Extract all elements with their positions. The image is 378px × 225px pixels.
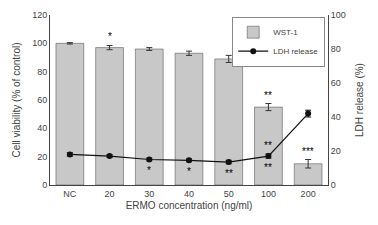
svg-text:100: 100 <box>261 189 276 199</box>
svg-text:**: ** <box>264 140 272 151</box>
svg-text:Cell viability (% of control): Cell viability (% of control) <box>11 42 22 157</box>
svg-text:**: ** <box>264 90 272 101</box>
svg-text:***: *** <box>302 146 314 157</box>
svg-text:30: 30 <box>144 189 154 199</box>
svg-text:0: 0 <box>42 180 47 190</box>
svg-text:20: 20 <box>37 152 47 162</box>
svg-text:*: * <box>187 166 191 177</box>
svg-text:0: 0 <box>331 180 336 190</box>
svg-text:80: 80 <box>37 67 47 77</box>
svg-text:WST-1: WST-1 <box>273 28 298 37</box>
svg-text:ERMO concentration (ng/ml): ERMO concentration (ng/ml) <box>126 200 253 211</box>
svg-text:120: 120 <box>32 10 47 20</box>
svg-text:40: 40 <box>331 112 341 122</box>
svg-text:NC: NC <box>63 189 76 199</box>
svg-text:LDH release: LDH release <box>273 47 318 56</box>
svg-text:*: * <box>108 31 112 42</box>
svg-text:40: 40 <box>184 189 194 199</box>
svg-text:**: ** <box>264 162 272 173</box>
svg-text:**: ** <box>225 168 233 179</box>
svg-text:*: * <box>147 165 151 176</box>
svg-text:200: 200 <box>301 189 316 199</box>
svg-text:100: 100 <box>32 38 47 48</box>
svg-text:LDH release (%): LDH release (%) <box>354 63 365 137</box>
svg-text:100: 100 <box>331 10 346 20</box>
svg-text:50: 50 <box>224 189 234 199</box>
svg-text:20: 20 <box>331 146 341 156</box>
svg-text:40: 40 <box>37 123 47 133</box>
svg-text:20: 20 <box>105 189 115 199</box>
svg-text:60: 60 <box>37 95 47 105</box>
svg-text:80: 80 <box>331 44 341 54</box>
svg-text:60: 60 <box>331 78 341 88</box>
